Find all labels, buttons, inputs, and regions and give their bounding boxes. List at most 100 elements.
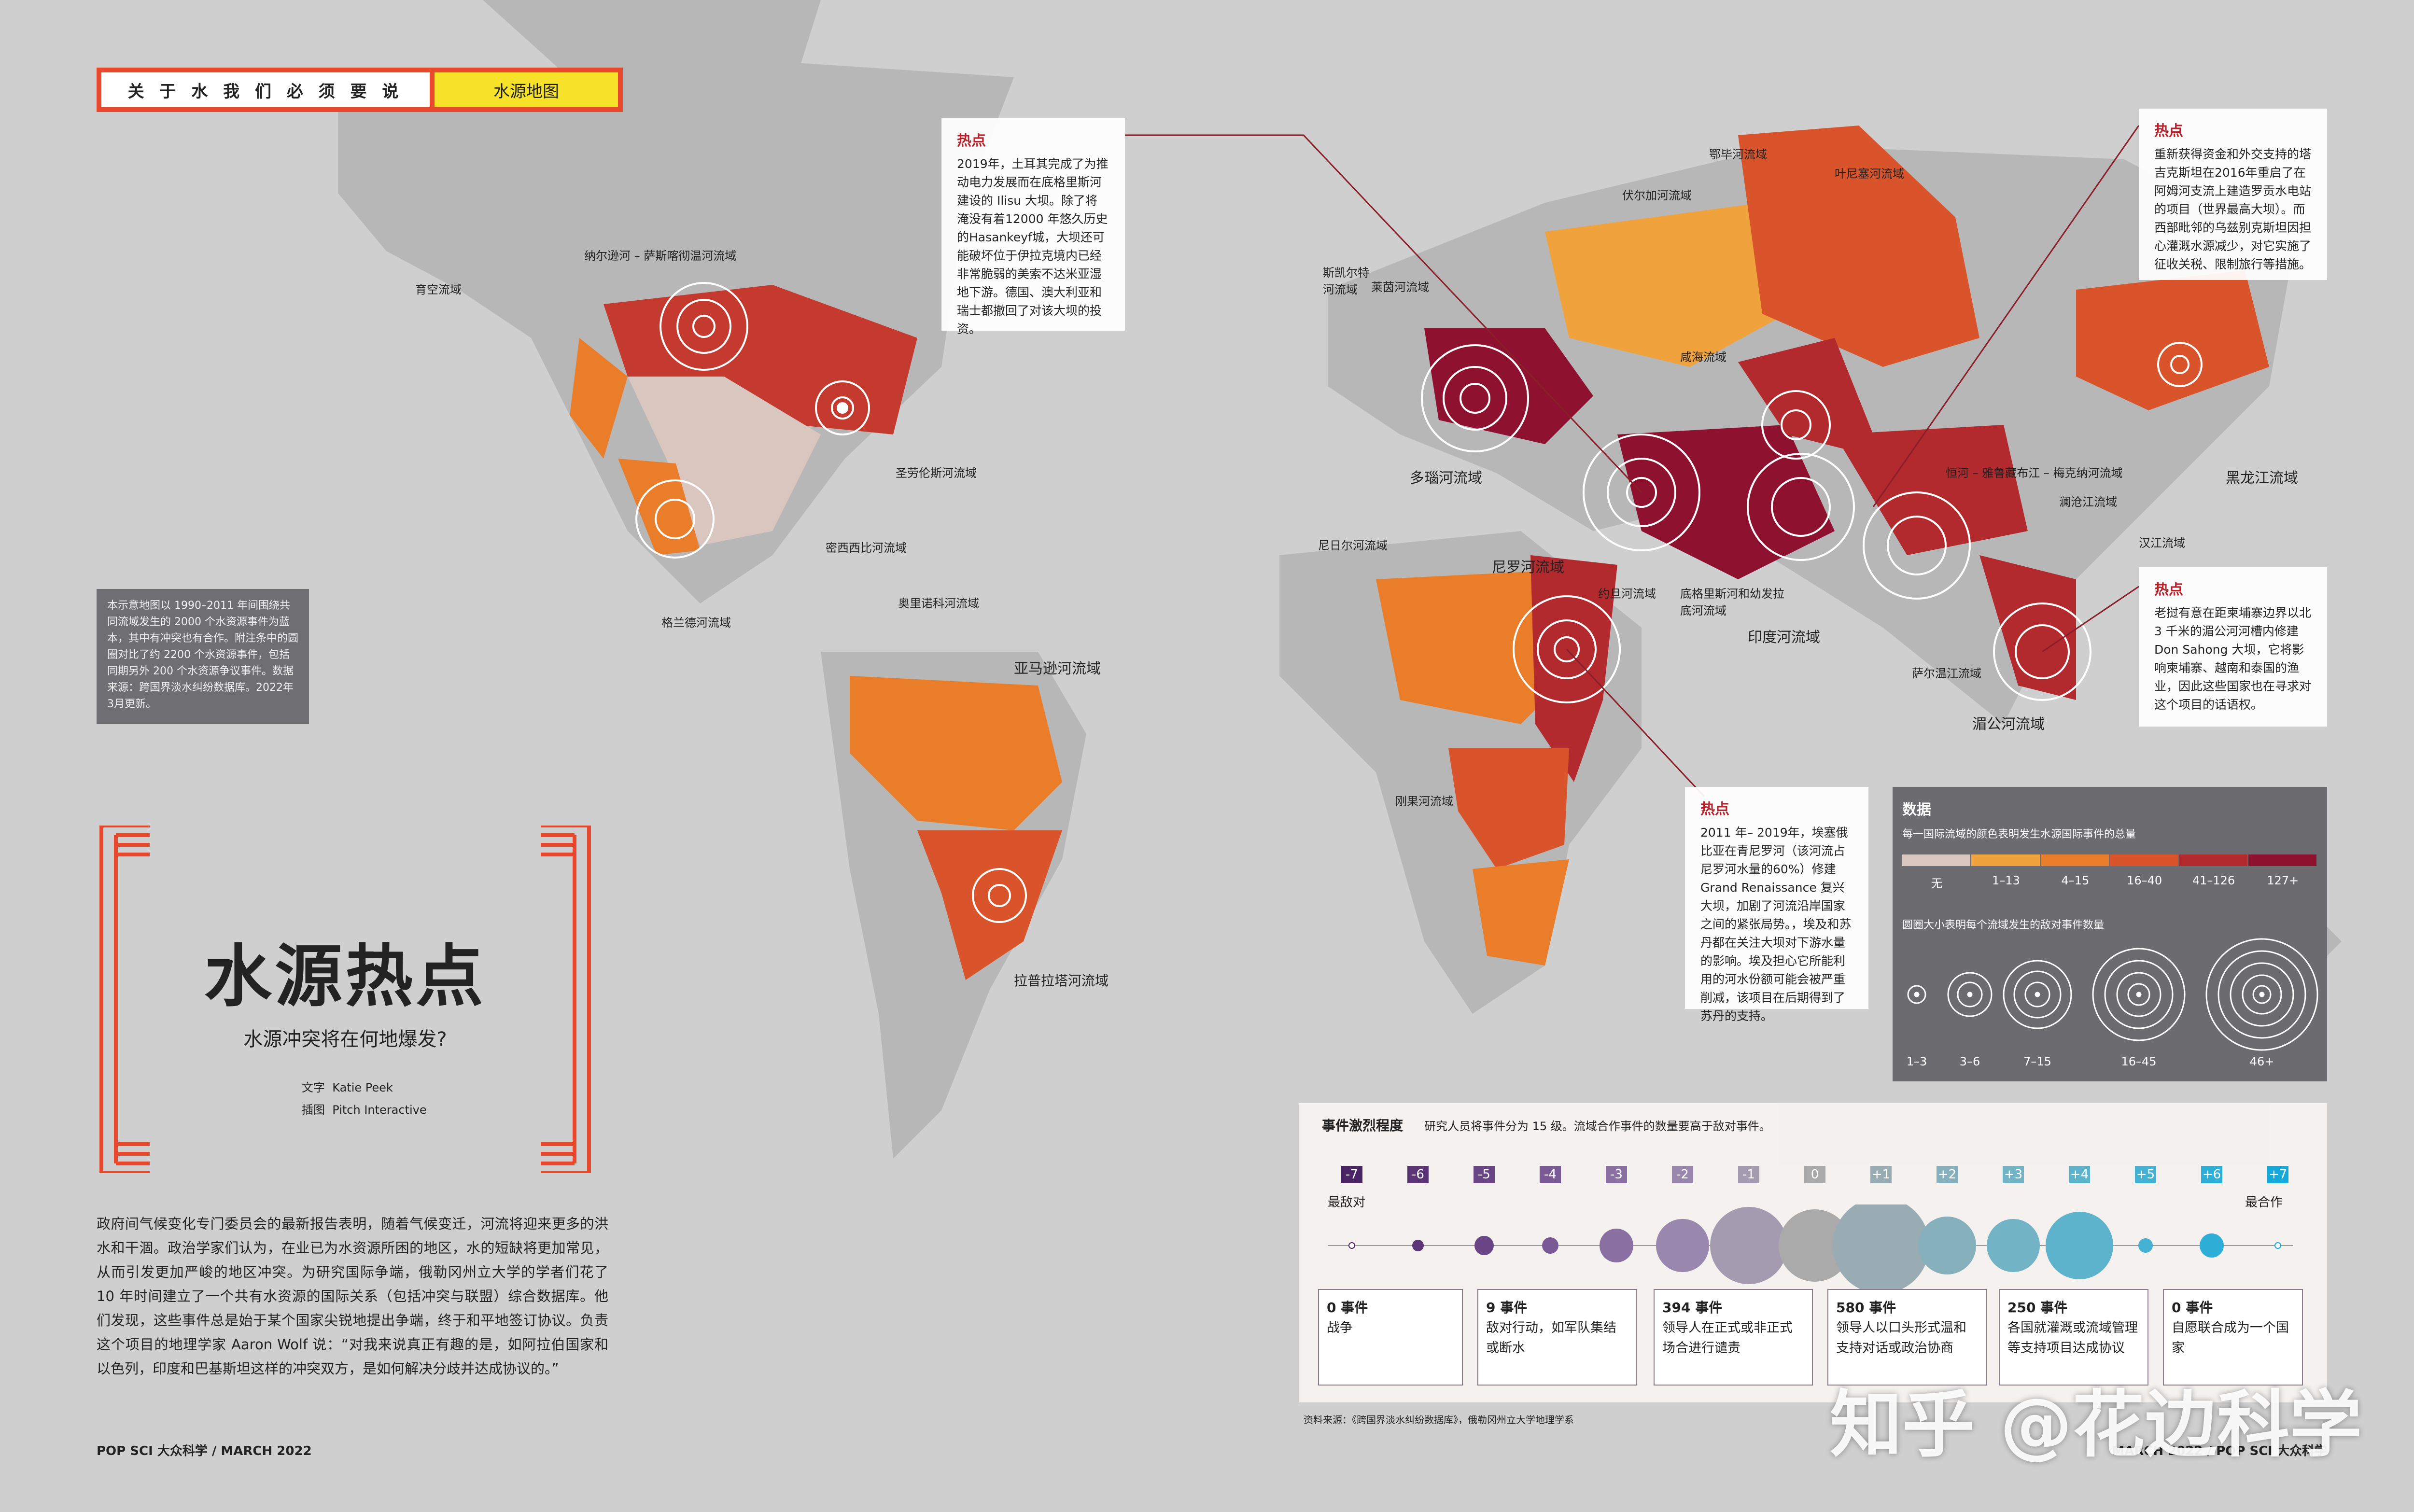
label-orinoco: 奥里诺科河流域 bbox=[898, 597, 979, 610]
label-tigris: 底格里斯河和幼发拉底河流域 bbox=[1680, 587, 1784, 617]
intensity-level: -7 bbox=[1341, 1166, 1362, 1183]
event-card: 580 事件 领导人以口头形式温和支持对话或政治协商 bbox=[1827, 1289, 1987, 1386]
title-block: 水源热点 水源冲突将在何地爆发? 文字 Katie Peek 插图 Pitch … bbox=[97, 826, 594, 1173]
illustrator-name: Pitch Interactive bbox=[332, 1103, 427, 1117]
data-legend: 数据 每一国际流域的颜色表明发生水源国际事件的总量 无 1–13 4–15 16–40… bbox=[1893, 787, 2327, 1081]
color-bin-label: 127+ bbox=[2267, 874, 2299, 887]
label-jordan: 约旦河流域 bbox=[1598, 587, 1656, 601]
intensity-level: -1 bbox=[1738, 1166, 1759, 1183]
intensity-level: +6 bbox=[2201, 1166, 2222, 1183]
label-danube: 多瑙河流域 bbox=[1410, 470, 1482, 487]
hotspot-ethiopia: 热点 2011 年– 2019年，埃塞俄比亚在青尼罗河（该河流占尼罗河水量的60… bbox=[1685, 787, 1868, 1023]
label-scheldt: 斯凯尔特河流域 bbox=[1323, 266, 1369, 296]
color-bin-swatch bbox=[1971, 854, 2040, 866]
label-niger: 尼日尔河流域 bbox=[1318, 539, 1388, 552]
section-subtitle: 水源地图 bbox=[430, 72, 618, 107]
label-han: 汉江流域 bbox=[2139, 536, 2185, 550]
label-nelson: 纳尔逊河 – 萨斯喀彻温河流域 bbox=[584, 249, 737, 263]
color-legend-desc: 每一国际流域的颜色表明发生水源国际事件的总量 bbox=[1902, 828, 2136, 840]
label-stlawrence: 圣劳伦斯河流域 bbox=[896, 466, 977, 480]
intensity-level: +5 bbox=[2135, 1166, 2156, 1183]
map-note: 本示意地图以 1990–2011 年间围绕共同流域发生的 2000 个水资源事件… bbox=[97, 589, 309, 724]
hotspot-tajik: 热点 重新获得资金和外交支持的塔吉克斯坦在2016年重启了在阿姆河支流上建造罗贡… bbox=[2139, 109, 2327, 280]
intensity-level: -5 bbox=[1474, 1166, 1495, 1183]
event-card: 250 事件各国就灌溉或流域管理等支持项目达成协议 bbox=[1999, 1289, 2148, 1386]
section-header: 关 于 水 我 们 必 须 要 说 水源地图 bbox=[97, 68, 623, 112]
hotspot-tajik-text: 重新获得资金和外交支持的塔吉克斯坦在2016年重启了在阿姆河支流上建造罗贡水电站… bbox=[2154, 147, 2312, 271]
color-bin-label: 无 bbox=[1931, 877, 1943, 890]
author-name: Katie Peek bbox=[332, 1081, 393, 1094]
event-card-desc: 各国就灌溉或流域管理等支持项目达成协议 bbox=[2007, 1320, 2138, 1356]
color-bin-label: 41–126 bbox=[2192, 874, 2235, 887]
color-bin-label: 16–40 bbox=[2127, 874, 2162, 887]
intensity-level: +4 bbox=[2069, 1166, 2090, 1183]
events-desc: 研究人员将事件分为 15 级。流域合作事件的数量要高于敌对事件。 bbox=[1424, 1120, 1771, 1133]
color-bin-label: 1–13 bbox=[1992, 874, 2020, 887]
event-circles bbox=[635, 282, 2203, 923]
label-amazon: 亚马逊河流域 bbox=[1014, 660, 1101, 677]
event-card-desc: 领导人在正式或非正式场合进行谴责 bbox=[1662, 1320, 1793, 1356]
event-card-count: 0 事件 bbox=[2172, 1300, 2213, 1316]
color-bin-swatch bbox=[2179, 854, 2247, 866]
intensity-level: +7 bbox=[2267, 1166, 2288, 1183]
size-bin-label: 46+ bbox=[2249, 1055, 2274, 1068]
label-salween: 萨尔温江流域 bbox=[1912, 667, 1981, 680]
label-congo: 刚果河流域 bbox=[1395, 795, 1453, 808]
label-laplata: 拉普拉塔河流域 bbox=[1014, 973, 1109, 989]
footer-right: MARCH 2022 / POP SCI 大众科学 bbox=[2112, 1444, 2327, 1458]
hotspot-ethiopia-title: 热点 bbox=[1700, 801, 1729, 818]
size-bin-label: 16–45 bbox=[2121, 1055, 2157, 1068]
label-yenisei: 叶尼塞河流域 bbox=[1835, 167, 1904, 181]
scale-left-end: 最敌对 bbox=[1328, 1195, 1366, 1210]
body-text: 政府间气候变化专门委员会的最新报告表明，随着气候变迁，河流将迎来更多的洪水和干涸… bbox=[97, 1216, 608, 1377]
right-bracket bbox=[541, 826, 591, 1173]
size-legend-desc: 圆圈大小表明每个流域发生的敌对事件数量 bbox=[1902, 919, 2105, 931]
label-ganges: 恒河 – 雅鲁藏布江 – 梅克纳河流域 bbox=[1946, 466, 2123, 480]
label-indus: 印度河流域 bbox=[1748, 629, 1820, 646]
hotspot-turkey-title: 热点 bbox=[957, 132, 986, 149]
hotspot-leaders bbox=[1125, 125, 2140, 798]
footer-left: POP SCI 大众科学 / MARCH 2022 bbox=[97, 1444, 312, 1458]
hotspot-ethiopia-text: 2011 年– 2019年，埃塞俄比亚在青尼罗河（该河流占尼罗河水量的60%）修… bbox=[1700, 826, 1852, 1023]
label-volga: 伏尔加河流域 bbox=[1622, 189, 1692, 202]
intensity-level: +3 bbox=[2003, 1166, 2024, 1183]
hotspot-turkey-text: 2019年，土耳其完成了为推动电力发展而在底格里斯河建设的 Ilisu 大坝。除… bbox=[957, 157, 1109, 336]
events-title: 事件激烈程度 bbox=[1322, 1118, 1403, 1134]
watermark: 知乎 @花边科学 bbox=[1830, 1383, 2362, 1467]
size-scale bbox=[1907, 938, 2318, 1051]
intensity-level: -2 bbox=[1672, 1166, 1693, 1183]
color-bin-swatch bbox=[2040, 854, 2109, 866]
color-bin-swatch bbox=[1902, 854, 1971, 866]
size-bin-label: 3–6 bbox=[1959, 1055, 1980, 1068]
event-card-count: 394 事件 bbox=[1662, 1300, 1723, 1316]
intensity-level: +2 bbox=[1937, 1166, 1958, 1183]
intensity-level: -6 bbox=[1407, 1166, 1429, 1183]
label-yukon: 育空流域 bbox=[415, 283, 462, 296]
left-bracket bbox=[99, 826, 150, 1173]
event-card: 394 事件领导人在正式或非正式场合进行谴责 bbox=[1654, 1289, 1813, 1386]
event-card-desc: 自愿联合成为一个国家 bbox=[2172, 1320, 2289, 1356]
label-mekong: 湄公河流域 bbox=[1972, 716, 2045, 733]
color-bin-label: 4–15 bbox=[2061, 874, 2090, 887]
intensity-level: +1 bbox=[1870, 1166, 1892, 1183]
event-card-count: 250 事件 bbox=[2007, 1300, 2068, 1316]
event-card: 9 事件敌对行动，如军队集结或断水 bbox=[1477, 1289, 1637, 1386]
color-bin-swatch bbox=[2110, 854, 2178, 866]
event-card-count: 0 事件 bbox=[1327, 1300, 1368, 1316]
event-card-count: 9 事件 bbox=[1486, 1300, 1528, 1316]
intensity-level: -4 bbox=[1540, 1166, 1561, 1183]
size-bin-label: 1–3 bbox=[1906, 1055, 1927, 1068]
scale-right-end: 最合作 bbox=[2245, 1195, 2283, 1210]
events-panel: 事件激烈程度 研究人员将事件分为 15 级。流域合作事件的数量要高于敌对事件。 … bbox=[1299, 1103, 2327, 1402]
data-legend-title: 数据 bbox=[1902, 801, 1931, 818]
event-card: 0 事件自愿联合成为一个国家 bbox=[2163, 1289, 2303, 1386]
event-bubbles bbox=[1328, 1204, 2293, 1289]
label-grande: 格兰德河流域 bbox=[661, 616, 731, 630]
page-subtitle: 水源冲突将在何地爆发? bbox=[243, 1028, 447, 1050]
event-card-desc: 敌对行动，如军队集结或断水 bbox=[1486, 1320, 1616, 1356]
label-aral: 咸海流域 bbox=[1680, 350, 1726, 364]
label-amur: 黑龙江流域 bbox=[2226, 470, 2298, 487]
intensity-level: 0 bbox=[1804, 1166, 1825, 1183]
event-card-count: 580 事件 bbox=[1836, 1300, 1896, 1316]
